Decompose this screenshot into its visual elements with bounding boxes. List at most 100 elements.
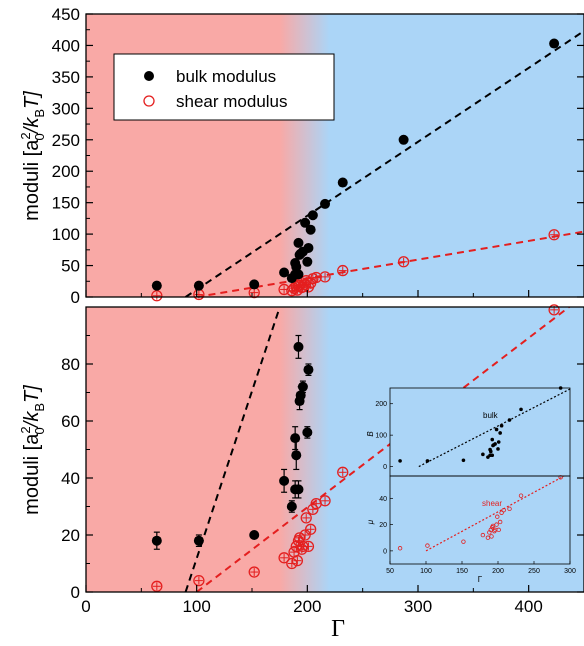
bulk-point bbox=[293, 341, 304, 352]
bulk-point bbox=[279, 475, 290, 486]
legend-shear-label: shear modulus bbox=[176, 92, 288, 111]
inset-bulk-point bbox=[498, 431, 502, 435]
inset-x-tick-label: 50 bbox=[386, 568, 394, 575]
shear-point bbox=[151, 290, 163, 302]
shear-point bbox=[278, 552, 290, 564]
inset-bulk-point bbox=[499, 423, 504, 428]
shear-point bbox=[319, 271, 331, 283]
inset-bottom-y-tick-label: 20 bbox=[379, 522, 387, 529]
bulk-point bbox=[286, 501, 297, 512]
bulk-point bbox=[398, 134, 409, 145]
inset-ticks: 50 100 150 200 250 300 0 100 200 0 20 40 bbox=[375, 401, 576, 575]
inset-bulk-point bbox=[519, 407, 523, 412]
top-y-tick-label: 200 bbox=[52, 162, 80, 181]
inset-bottom-frame bbox=[389, 475, 571, 565]
bottom-y-ticks: 0 20 40 60 80 bbox=[61, 335, 584, 602]
bulk-point bbox=[291, 261, 302, 272]
inset-shear-fit-line bbox=[425, 476, 566, 552]
bottom-y-tick-label: 0 bbox=[71, 583, 80, 602]
bulk-point bbox=[305, 224, 316, 235]
inset-shear-point bbox=[518, 493, 524, 498]
inset-shear-point bbox=[495, 514, 500, 519]
inset-bulk-point bbox=[481, 452, 485, 457]
inset-shear-point bbox=[425, 543, 430, 548]
inset-bulk-point bbox=[398, 459, 402, 463]
bulk-point bbox=[151, 280, 162, 291]
inset-xlabel: Γ bbox=[478, 575, 483, 584]
inset-shear-point bbox=[501, 507, 506, 513]
bulk-point bbox=[297, 381, 308, 392]
inset-bulk-point bbox=[494, 427, 499, 432]
bulk-point bbox=[295, 390, 306, 401]
inset-bulk-point bbox=[493, 442, 497, 446]
inset-bulk-point bbox=[461, 458, 466, 463]
inset-x-tick-label: 100 bbox=[420, 568, 432, 575]
shear-point bbox=[302, 540, 315, 553]
shear-point bbox=[548, 304, 560, 316]
inset-bottom-ylabel: μ bbox=[366, 519, 375, 525]
inset-shear-point bbox=[489, 534, 494, 539]
inset-bulk-point bbox=[507, 418, 512, 422]
shear-point bbox=[397, 256, 410, 268]
shear-point bbox=[193, 574, 205, 587]
bulk-point bbox=[293, 237, 304, 248]
top-fit-lines bbox=[185, 30, 584, 297]
top-y-tick-label: 300 bbox=[52, 99, 80, 118]
bulk-point bbox=[337, 177, 348, 188]
bulk-point bbox=[293, 484, 304, 495]
bulk-point bbox=[293, 269, 304, 280]
inset-bulk-point bbox=[425, 459, 430, 463]
shear-point bbox=[337, 466, 349, 478]
bottom-ylabel-main: moduli [a bbox=[21, 433, 43, 515]
bulk-point bbox=[320, 198, 331, 209]
top-y-tick-label: 400 bbox=[52, 36, 80, 55]
inset-x-tick-label: 300 bbox=[564, 568, 576, 575]
bulk-point bbox=[549, 38, 560, 49]
bulk-point bbox=[300, 217, 311, 228]
top-y-ticks: 0 50 100 150 200 250 300 350 400 450 bbox=[52, 5, 584, 307]
inset-shear-point bbox=[485, 535, 491, 540]
bottom-y-tick-label: 60 bbox=[61, 412, 80, 431]
inset-shear-point bbox=[461, 539, 466, 544]
top-data-points bbox=[151, 38, 560, 302]
inset-shear-point bbox=[497, 519, 503, 525]
top-y-tick-label: 100 bbox=[52, 225, 80, 244]
shear-point bbox=[286, 557, 298, 570]
inset-shear-point bbox=[507, 506, 512, 512]
x-tick-label: 0 bbox=[81, 597, 90, 616]
top-ylabel-div: /k bbox=[21, 117, 43, 136]
shear-point bbox=[151, 580, 163, 592]
bottom-data-points bbox=[151, 304, 560, 592]
bulk-point bbox=[279, 267, 290, 278]
bottom-y-tick-label: 20 bbox=[61, 526, 80, 545]
bulk-point bbox=[193, 535, 204, 546]
x-ticks: 0 100 200 300 400 bbox=[81, 290, 543, 616]
bulk-point bbox=[303, 242, 314, 253]
legend: bulk modulus shear modulus bbox=[113, 53, 335, 121]
inset-bulk-point bbox=[489, 449, 493, 454]
inset-bulk-point bbox=[496, 447, 500, 451]
inset-shear-point bbox=[480, 532, 486, 538]
bottom-y-axis-label: moduli [a20/kBT] bbox=[18, 385, 47, 515]
bottom-ylabel-sub: 0 bbox=[32, 427, 47, 434]
bulk-point bbox=[302, 427, 313, 438]
bulk-point bbox=[151, 535, 162, 546]
inset-top-y-tick-label: 0 bbox=[383, 464, 387, 471]
shear-point bbox=[307, 503, 319, 516]
inset-bulk-fit bbox=[418, 388, 570, 468]
top-y-tick-label: 450 bbox=[52, 5, 80, 24]
inset-shear-point bbox=[496, 527, 501, 533]
bulk-point bbox=[290, 433, 301, 444]
inset-x-tick-label: 250 bbox=[528, 568, 540, 575]
inset-shear-point bbox=[397, 546, 403, 551]
inset-bulk-point bbox=[490, 437, 495, 442]
inset-top-background bbox=[390, 388, 570, 476]
inset-top-y-tick-label: 200 bbox=[375, 401, 387, 408]
x-tick-label: 400 bbox=[514, 597, 542, 616]
bottom-y-tick-label: 80 bbox=[61, 355, 80, 374]
shear-point bbox=[300, 512, 312, 524]
legend-bulk-label: bulk modulus bbox=[176, 67, 276, 86]
bottom-ylabel-end: T] bbox=[21, 385, 43, 403]
x-axis-label: Γ bbox=[331, 616, 345, 642]
legend-bulk-marker bbox=[144, 71, 154, 81]
